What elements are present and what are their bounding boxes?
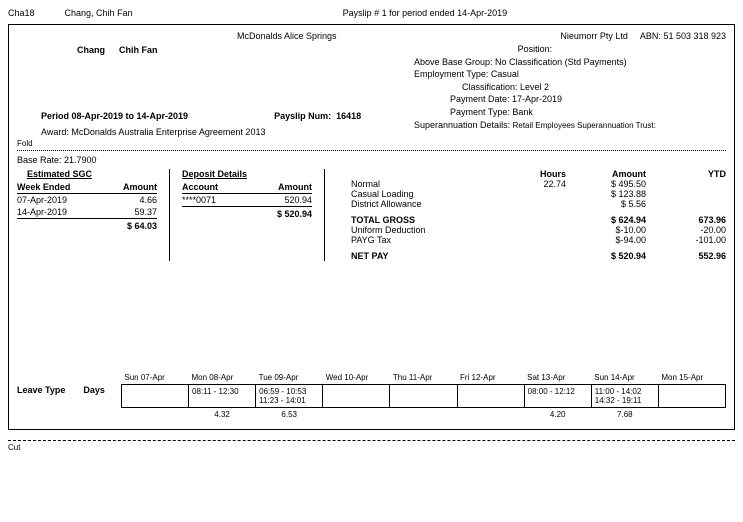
deposit-total: $ 520.94 [182,209,312,219]
time-cell [323,385,390,408]
leave-type-label: Leave Type [17,385,65,395]
day-header: Mon 08-Apr [189,371,256,385]
time-total [658,408,725,422]
h-amount: Amount [566,169,646,179]
total-gross-row: TOTAL GROSS $ 624.94 673.96 [351,215,726,225]
payslip-num: 16418 [336,111,361,121]
employment-details: Position: Above Base Group: No Classific… [414,43,656,131]
sgc-total: $ 64.03 [17,221,157,231]
super-label: Superannuation Details: [414,120,510,130]
earn-row: Normal22.74$ 495.50 [351,179,726,189]
time-total [457,408,524,422]
payslip-num-label: Payslip Num: [274,111,331,121]
emp-firstname: Chih Fan [119,45,158,55]
payment-date: Payment Date: 17-Apr-2019 [414,93,656,106]
abn-value: 51 503 318 923 [663,31,726,41]
day-header: Wed 10-Apr [323,371,390,385]
deposit-table: AccountAmount ****0071520.94 [182,181,312,207]
emp-name: Chang, Chih Fan [65,8,133,18]
dep-h2: Amount [249,181,312,194]
fold-label: Fold [17,139,726,148]
time-cell: 11:00 - 14:0214:32 - 19:11 [591,385,658,408]
time-total: 4.20 [524,408,591,422]
deposit-title: Deposit Details [182,169,312,179]
earn-row: Casual Loading$ 123.88 [351,189,726,199]
time-cell: 06:59 - 10:5311:23 - 14:01 [256,385,323,408]
net-pay-row: NET PAY $ 520.94 552.96 [351,251,726,261]
h-hours: Hours [506,169,566,179]
cut-line [8,440,735,441]
divider [169,169,170,261]
period-range: Period 08-Apr-2019 to 14-Apr-2019 [41,111,188,121]
day-header: Fri 12-Apr [457,371,524,385]
timesheet-table: Sun 07-AprMon 08-AprTue 09-AprWed 10-Apr… [121,371,726,421]
deduction-row: PAYG Tax$-94.00-101.00 [351,235,726,245]
h-ytd: YTD [646,169,726,179]
dep-h1: Account [182,181,249,194]
employer-name: Nieumorr Pty Ltd [560,31,628,41]
time-cell: 08:11 - 12:30 [189,385,256,408]
time-total: 7.68 [591,408,658,422]
time-total [121,408,188,422]
position-label: Position: [414,43,656,56]
deduction-row: Uniform Deduction$-10.00-20.00 [351,225,726,235]
time-total: 6.53 [256,408,323,422]
time-total [390,408,457,422]
time-cell [658,385,725,408]
day-header: Thu 11-Apr [390,371,457,385]
time-cell [457,385,524,408]
payment-type: Payment Type: Bank [414,106,656,119]
emp-surname: Chang [77,45,105,55]
sgc-row: 14-Apr-201959.37 [17,206,157,219]
fold-line [17,150,726,151]
time-cell: 08:00 - 12:12 [524,385,591,408]
leave-days-label: Days [83,385,105,395]
day-header: Tue 09-Apr [256,371,323,385]
time-total [323,408,390,422]
abn-label: ABN: [640,31,661,41]
day-header: Mon 15-Apr [658,371,725,385]
time-cell [390,385,457,408]
above-base-group: Above Base Group: No Classification (Std… [414,56,656,69]
base-rate: Base Rate: 21.7900 [17,155,726,165]
time-total: 4.32 [189,408,256,422]
day-header: Sun 07-Apr [121,371,188,385]
day-header: Sun 14-Apr [591,371,658,385]
earnings-section: Hours Amount YTD Normal22.74$ 495.50Casu… [351,169,726,261]
divider [324,169,325,261]
earn-row: District Allowance$ 5.56 [351,199,726,209]
dep-row: ****0071520.94 [182,194,312,207]
sgc-section: Estimated SGC Week EndedAmount 07-Apr-20… [17,169,157,231]
deposit-section: Deposit Details AccountAmount ****007152… [182,169,312,219]
sgc-table: Week EndedAmount 07-Apr-20194.66 14-Apr-… [17,181,157,219]
payslip-box: McDonalds Alice Springs Nieumorr Pty Ltd… [8,24,735,430]
super-value: Retail Employees Superannuation Trust: [513,121,656,130]
payslip-title: Payslip # 1 for period ended 14-Apr-2019 [343,8,508,18]
cut-label: Cut [8,443,735,452]
sgc-title: Estimated SGC [27,169,157,179]
employment-type: Employment Type: Casual [414,68,656,81]
sgc-row: 07-Apr-20194.66 [17,194,157,207]
emp-code: Cha18 [8,8,35,18]
sgc-h2: Amount [103,181,158,194]
company-name: McDonalds Alice Springs [237,31,337,41]
classification: Classification: Level 2 [414,81,656,94]
sgc-h1: Week Ended [17,181,103,194]
day-header: Sat 13-Apr [524,371,591,385]
time-cell [121,385,188,408]
